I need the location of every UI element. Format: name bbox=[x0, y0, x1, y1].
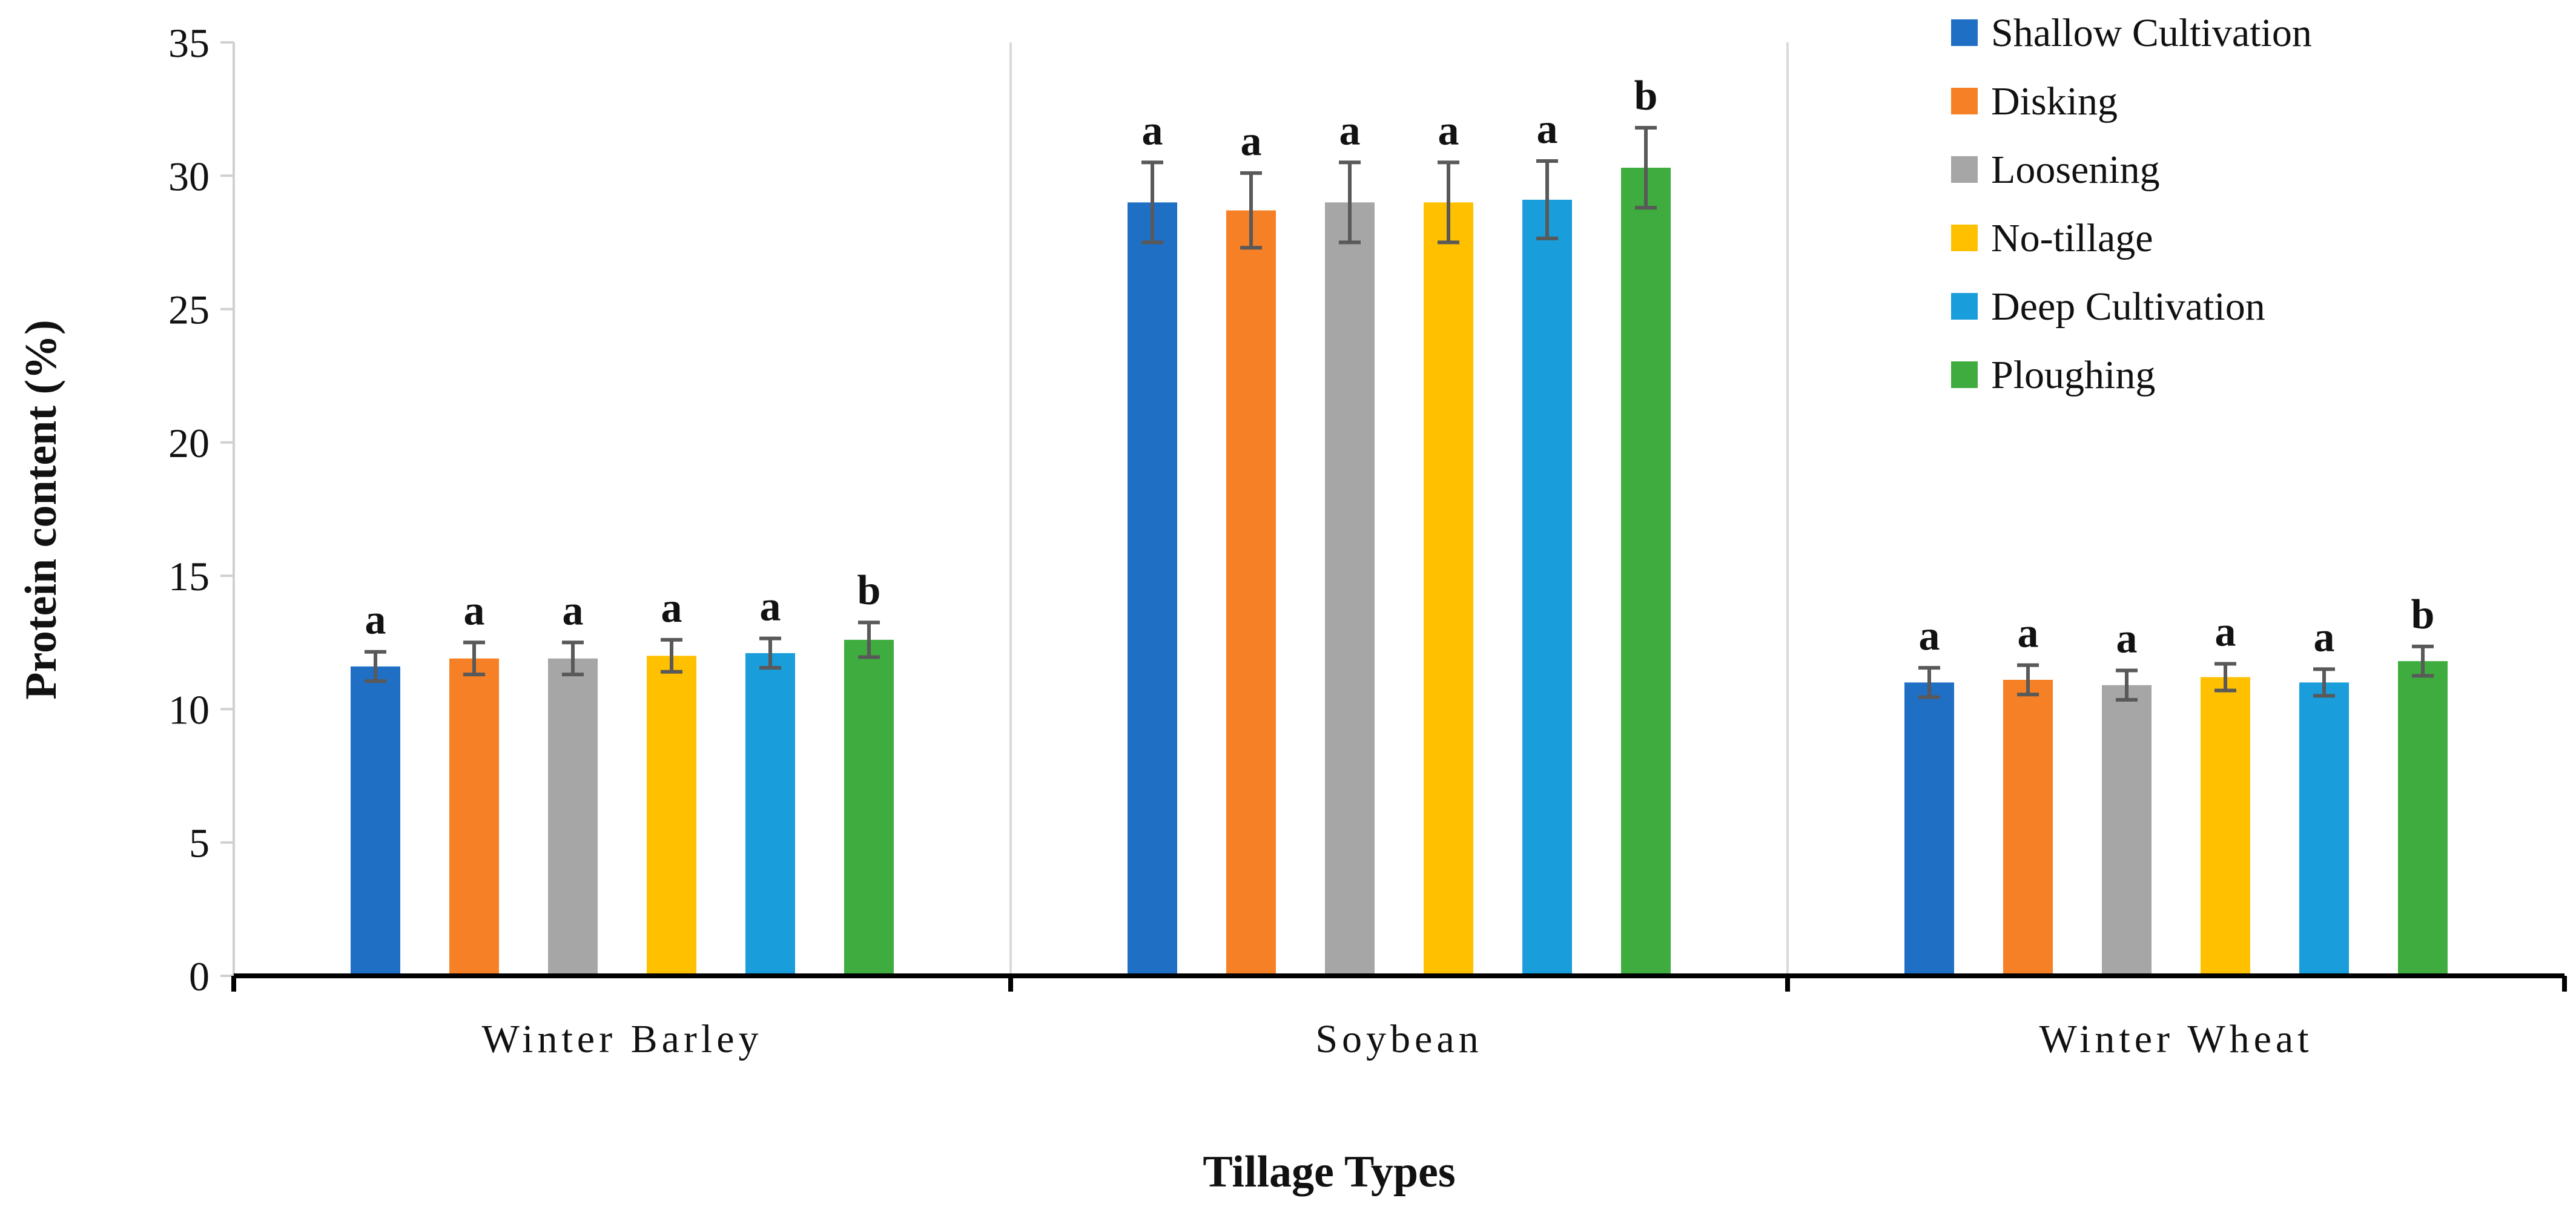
legend-item: Ploughing bbox=[1951, 353, 2155, 397]
significance-label: b bbox=[1634, 73, 1658, 119]
error-bar bbox=[562, 640, 584, 677]
bar bbox=[745, 653, 795, 976]
bar bbox=[2201, 677, 2250, 976]
y-tick-labels: 0 5 10 15 20 25 30 35 bbox=[168, 20, 210, 999]
legend-item: Shallow Cultivation bbox=[1951, 11, 2312, 55]
bar bbox=[548, 658, 598, 976]
error-bar bbox=[759, 636, 781, 670]
error-bar bbox=[858, 621, 880, 659]
x-tick-labels: Winter Barley Soybean Winter Wheat bbox=[481, 1017, 2313, 1061]
error-bar bbox=[661, 637, 682, 674]
error-bar bbox=[1240, 171, 1262, 250]
significance-label: a bbox=[2116, 616, 2138, 662]
bar-group bbox=[1904, 661, 2448, 976]
significance-label: a bbox=[1919, 613, 1940, 659]
legend-item: Deep Cultivation bbox=[1951, 285, 2265, 329]
significance-label: a bbox=[2314, 614, 2335, 660]
error-bar bbox=[1635, 125, 1657, 210]
significance-label: b bbox=[2411, 591, 2435, 638]
significance-label: a bbox=[2215, 609, 2236, 656]
error-bar bbox=[1141, 160, 1163, 245]
error-bar bbox=[1339, 160, 1361, 245]
bar bbox=[1522, 199, 1572, 976]
error-bar bbox=[1536, 159, 1558, 240]
gridlines bbox=[1009, 42, 1789, 976]
y-tick-label: 35 bbox=[168, 20, 210, 66]
error-bar bbox=[2017, 663, 2039, 697]
significance-label: a bbox=[760, 584, 781, 630]
x-tick-label: Soybean bbox=[1315, 1017, 1482, 1061]
significance-label: a bbox=[1537, 106, 1558, 153]
bar bbox=[1226, 210, 1276, 976]
bar bbox=[449, 658, 499, 976]
legend: Shallow Cultivation Disking Loosening No-ti… bbox=[1951, 11, 2312, 397]
axes bbox=[220, 41, 2567, 992]
significance-label: a bbox=[1241, 118, 1262, 165]
x-tick-label: Winter Wheat bbox=[2039, 1017, 2313, 1061]
error-bar bbox=[2116, 668, 2138, 702]
bar bbox=[2398, 661, 2448, 976]
significance-labels: a a a a a b a a a a a b a a a a a b bbox=[365, 73, 2435, 662]
error-bar bbox=[1918, 666, 1940, 699]
bar bbox=[1904, 682, 1954, 976]
legend-swatch bbox=[1951, 361, 1978, 388]
y-axis-title: Protein content (%) bbox=[16, 320, 66, 699]
y-tick-label: 30 bbox=[168, 153, 210, 199]
bar bbox=[647, 656, 696, 976]
significance-label: a bbox=[661, 585, 682, 631]
x-axis-title: Tillage Types bbox=[1203, 1147, 1455, 1197]
legend-item: No-tillage bbox=[1951, 216, 2153, 260]
legend-swatch bbox=[1951, 19, 1978, 46]
y-tick-label: 25 bbox=[168, 287, 210, 333]
legend-label: Disking bbox=[1991, 79, 2118, 123]
bar bbox=[2102, 685, 2152, 976]
bar bbox=[2299, 682, 2349, 976]
significance-label: b bbox=[857, 567, 881, 614]
legend-swatch bbox=[1951, 88, 1978, 114]
bar bbox=[1128, 202, 1177, 976]
legend-swatch bbox=[1951, 156, 1978, 183]
legend-label: Loosening bbox=[1991, 148, 2160, 192]
bar bbox=[2003, 679, 2053, 976]
legend-label: Shallow Cultivation bbox=[1991, 11, 2312, 55]
bar-groups bbox=[351, 168, 2448, 976]
legend-label: Deep Cultivation bbox=[1991, 285, 2265, 329]
significance-label: a bbox=[464, 587, 485, 634]
bar bbox=[1424, 202, 1473, 976]
error-bar bbox=[2412, 644, 2434, 678]
legend-swatch bbox=[1951, 225, 1978, 251]
error-bar bbox=[463, 640, 485, 677]
y-tick-label: 5 bbox=[189, 820, 210, 866]
x-tick-label: Winter Barley bbox=[481, 1017, 762, 1061]
y-tick-label: 0 bbox=[189, 953, 210, 999]
significance-label: a bbox=[365, 597, 386, 644]
bar-group bbox=[351, 639, 894, 976]
bar bbox=[844, 639, 894, 976]
bar bbox=[1621, 168, 1671, 976]
significance-label: a bbox=[1142, 107, 1163, 154]
legend-label: No-tillage bbox=[1991, 216, 2153, 260]
error-bars bbox=[365, 125, 2434, 702]
significance-label: a bbox=[2018, 610, 2039, 657]
error-bar bbox=[1438, 160, 1459, 245]
legend-label: Ploughing bbox=[1991, 353, 2155, 397]
y-tick-label: 10 bbox=[168, 686, 210, 732]
bar bbox=[1325, 202, 1375, 976]
y-tick-label: 20 bbox=[168, 420, 210, 466]
significance-label: a bbox=[1438, 107, 1459, 154]
bar-group bbox=[1128, 168, 1671, 976]
bar bbox=[351, 666, 400, 976]
legend-item: Disking bbox=[1951, 79, 2118, 123]
significance-label: a bbox=[1339, 107, 1361, 154]
legend-item: Loosening bbox=[1951, 148, 2160, 192]
error-bar bbox=[2313, 667, 2335, 698]
error-bar bbox=[365, 650, 386, 683]
significance-label: a bbox=[563, 587, 584, 634]
y-tick-label: 15 bbox=[168, 553, 210, 599]
legend-swatch bbox=[1951, 293, 1978, 320]
error-bar bbox=[2214, 662, 2236, 693]
